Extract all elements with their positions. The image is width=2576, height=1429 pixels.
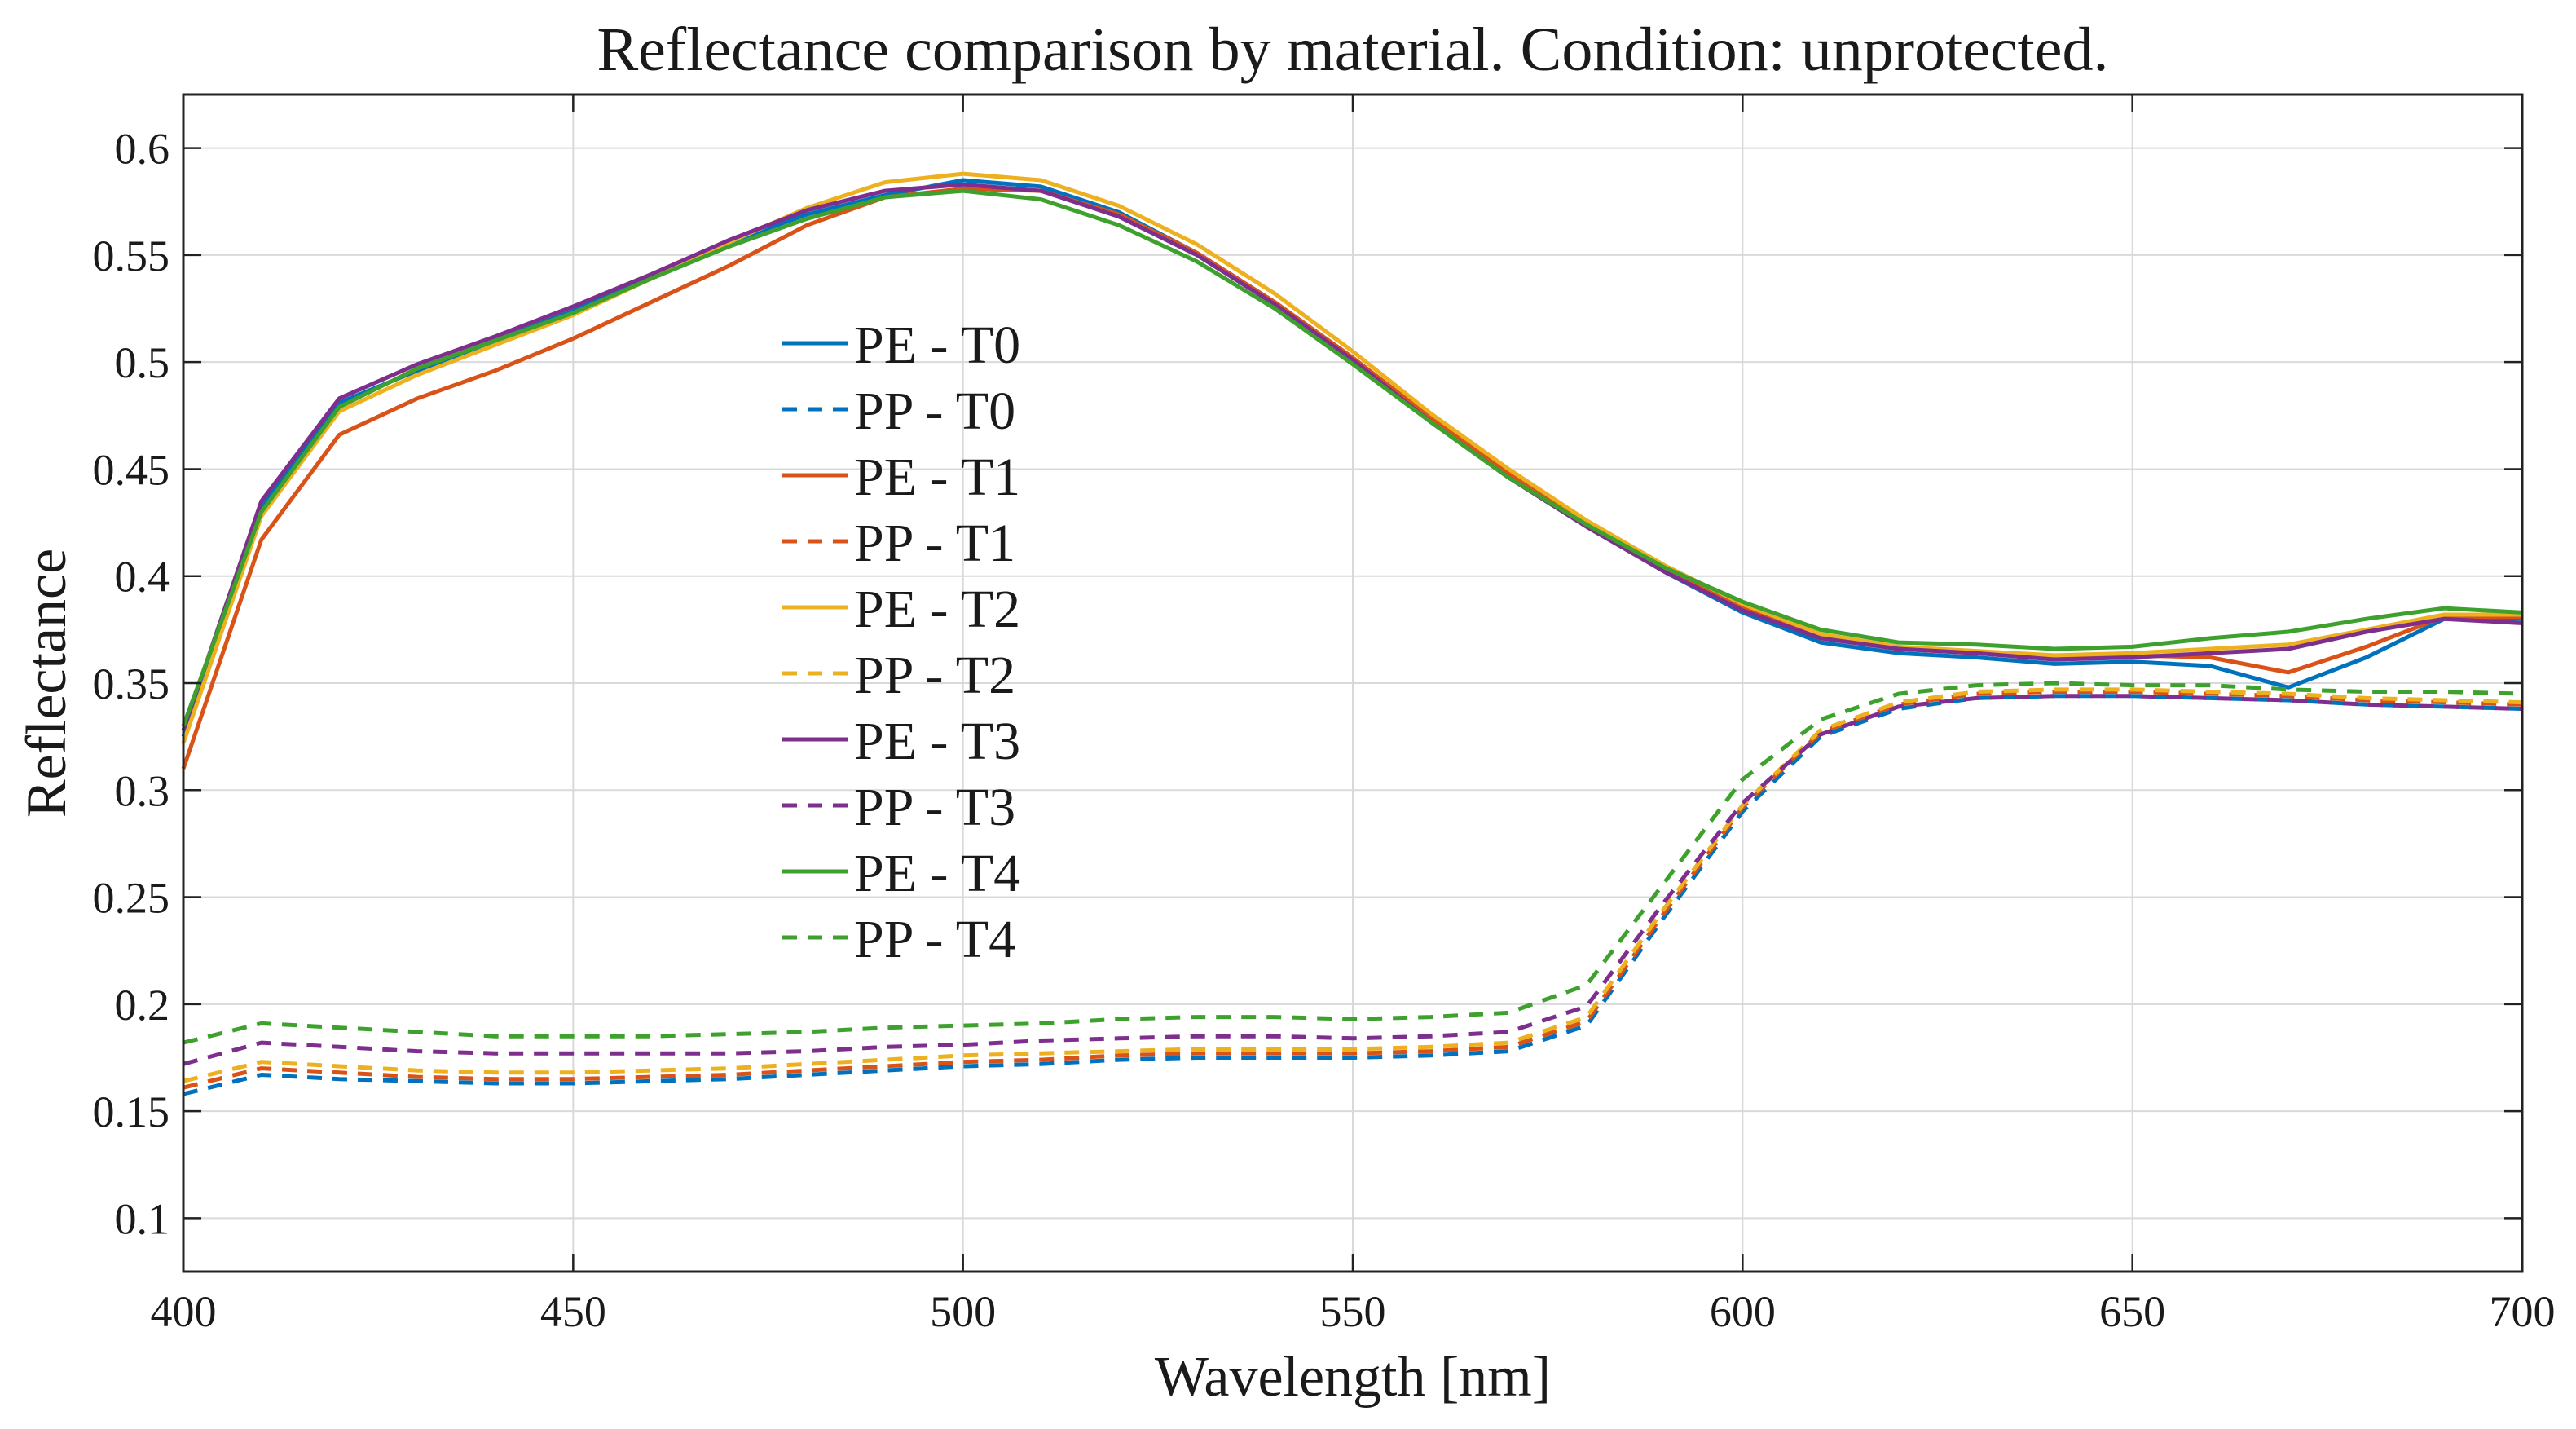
plot-frame — [182, 93, 2524, 1273]
series-line-pp-t2 — [183, 687, 2523, 1083]
legend-item-pp-t2[interactable]: PP - T2 — [782, 646, 1015, 705]
x-axis-label: Wavelength [nm] — [1155, 1346, 1551, 1409]
y-tick-label: 0.2 — [115, 981, 170, 1030]
legend-label: PP - T3 — [854, 778, 1015, 837]
y-tick-label: 0.15 — [93, 1087, 170, 1136]
x-tick-label: 400 — [151, 1287, 217, 1336]
legend-item-pe-t1[interactable]: PE - T1 — [782, 448, 1020, 507]
x-tick-label: 600 — [1710, 1287, 1776, 1336]
series-line-pp-t4 — [183, 681, 2523, 1045]
x-tick-label: 700 — [2490, 1287, 2556, 1336]
y-tick-label: 0.6 — [115, 125, 170, 174]
legend-item-pp-t3[interactable]: PP - T3 — [782, 778, 1015, 837]
y-tick-label: 0.5 — [115, 338, 170, 387]
legend-label: PE - T1 — [854, 448, 1020, 507]
legend-label: PE - T0 — [854, 315, 1020, 375]
legend-label: PP - T0 — [854, 382, 1015, 441]
y-tick-label: 0.45 — [93, 445, 170, 494]
legend-label: PE - T3 — [854, 712, 1020, 771]
legend-label: PP - T1 — [854, 514, 1015, 573]
series-line-pe-t4 — [181, 188, 2523, 727]
legend-label: PE - T2 — [854, 580, 1020, 639]
legend-item-pe-t3[interactable]: PE - T3 — [782, 712, 1020, 771]
legend-item-pe-t4[interactable]: PE - T4 — [782, 844, 1020, 903]
series-line-pe-t3 — [181, 182, 2523, 731]
series-line-pp-t1 — [183, 690, 2523, 1090]
x-axis-tick-labels: 400 450 500 550 600 650 700 — [151, 1287, 2556, 1336]
series-line-pp-t0 — [183, 694, 2523, 1096]
x-tick-label: 450 — [540, 1287, 606, 1336]
y-tick-label: 0.35 — [93, 659, 170, 708]
legend-item-pp-t1[interactable]: PP - T1 — [782, 514, 1015, 573]
legend-item-pe-t2[interactable]: PE - T2 — [782, 580, 1020, 639]
plot-area — [181, 93, 2524, 1273]
series-layer — [181, 171, 2523, 1096]
y-axis-tick-labels: 0.1 0.15 0.2 0.25 0.3 0.35 0.4 0.45 0.5 0.55 0.6 — [93, 125, 170, 1244]
legend-label: PP - T4 — [854, 910, 1015, 969]
legend-item-pp-t0[interactable]: PP - T0 — [782, 382, 1015, 441]
legend-label: PE - T4 — [854, 844, 1020, 903]
y-tick-label: 0.3 — [115, 766, 170, 815]
series-line-pp-t3 — [183, 694, 2523, 1066]
x-tick-label: 550 — [1320, 1287, 1386, 1336]
y-axis-label: Reflectance — [15, 549, 78, 818]
legend[interactable]: PE - T0 PP - T0 PE - T1 PP - T1 PE - T2 PP - … — [782, 315, 1020, 969]
x-tick-label: 650 — [2099, 1287, 2165, 1336]
legend-label: PP - T2 — [854, 646, 1015, 705]
grid — [183, 95, 2522, 1272]
y-tick-label: 0.1 — [115, 1194, 170, 1243]
legend-item-pe-t0[interactable]: PE - T0 — [782, 315, 1020, 375]
y-tick-label: 0.25 — [93, 874, 170, 923]
x-tick-label: 500 — [930, 1287, 996, 1336]
chart-title: Reflectance comparison by material. Cond… — [597, 15, 2108, 84]
y-tick-label: 0.55 — [93, 232, 170, 280]
legend-item-pp-t4[interactable]: PP - T4 — [782, 910, 1015, 969]
y-tick-label: 0.4 — [115, 553, 170, 602]
